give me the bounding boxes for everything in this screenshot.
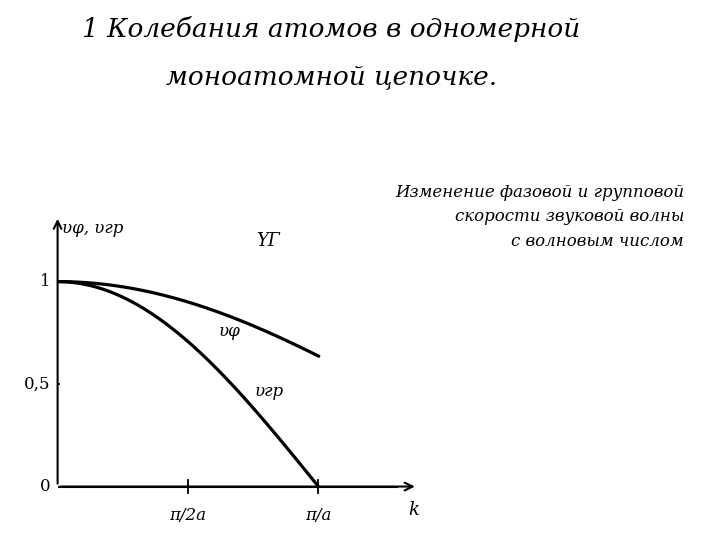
Text: 0,5: 0,5 xyxy=(24,376,50,393)
Text: υгр: υгр xyxy=(255,383,284,400)
Text: υφ: υφ xyxy=(218,323,240,340)
Text: ΥГ: ΥГ xyxy=(256,232,279,249)
Text: Изменение фазовой и групповой
скорости звуковой волны
с волновым числом: Изменение фазовой и групповой скорости з… xyxy=(395,184,684,250)
Text: π/2a: π/2a xyxy=(169,507,207,524)
Text: π/a: π/a xyxy=(305,507,332,524)
Text: 1: 1 xyxy=(40,273,50,290)
Text: 0: 0 xyxy=(40,478,50,495)
Text: k: k xyxy=(408,501,420,519)
Text: моноатомной цепочке.: моноатомной цепочке. xyxy=(166,65,497,90)
Text: 1 Колебания атомов в одномерной: 1 Колебания атомов в одномерной xyxy=(82,16,580,42)
Text: υφ, υгр: υφ, υгр xyxy=(62,220,123,237)
